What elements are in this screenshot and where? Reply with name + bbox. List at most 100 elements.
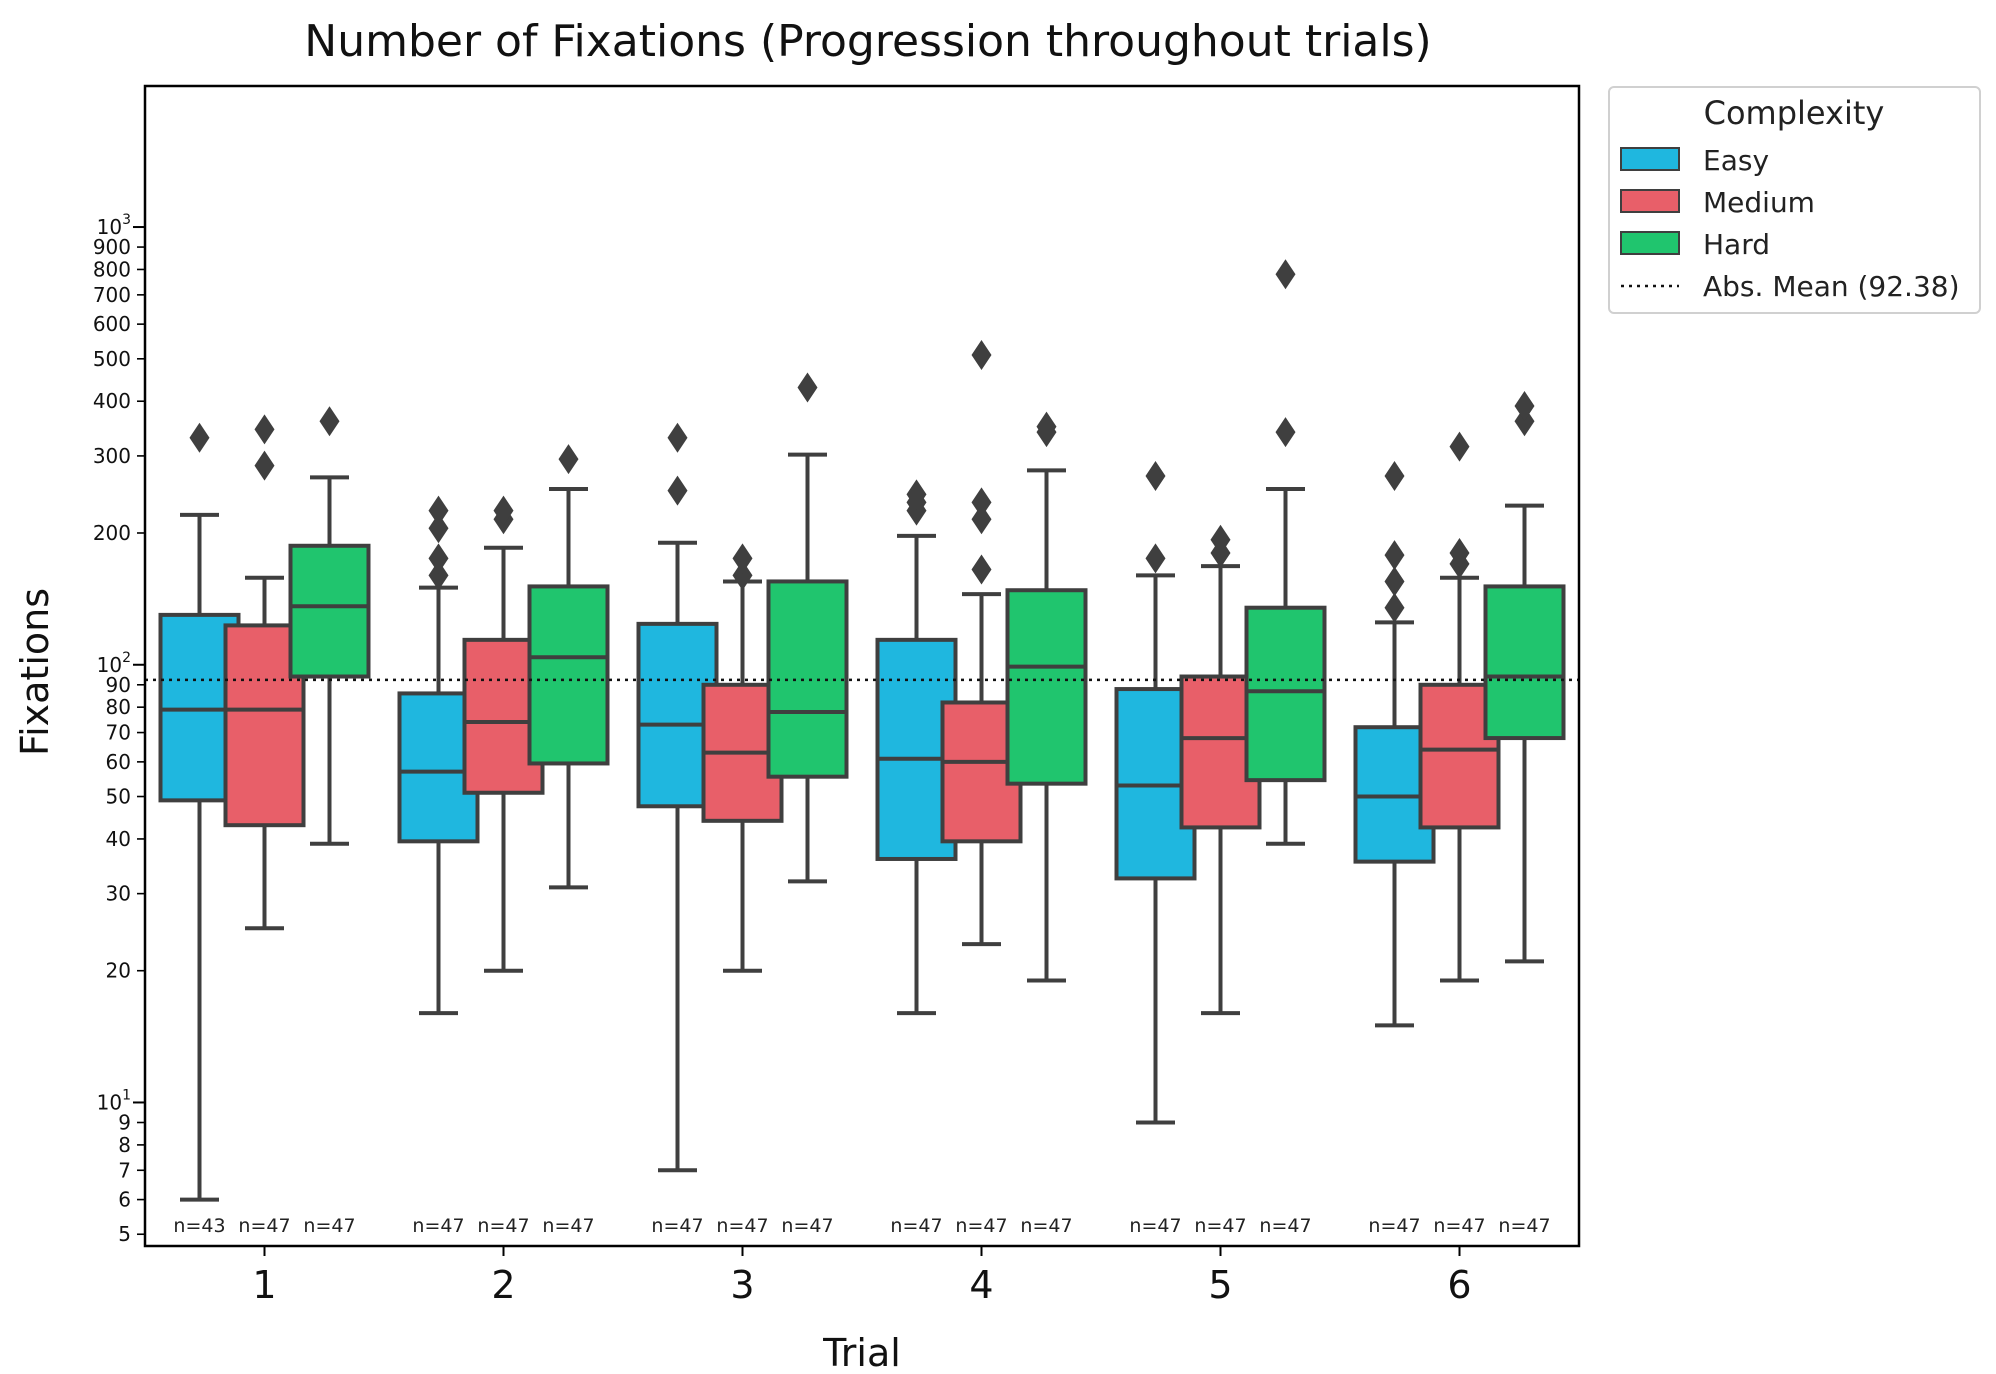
legend-label-medium: Medium <box>1703 186 1815 219</box>
iqr-box <box>1005 588 1088 786</box>
legend-swatch-easy <box>1620 147 1680 171</box>
x-tick-label: 5 <box>1208 1263 1232 1307</box>
y-tick-label: 8 <box>118 1133 131 1157</box>
x-tick-label: 2 <box>491 1263 515 1307</box>
outlier-point <box>254 414 275 445</box>
sample-size-label: n=47 <box>781 1215 833 1237</box>
legend-label-hard: Hard <box>1703 228 1770 261</box>
y-tick-label: 600 <box>93 312 131 336</box>
outlier-point <box>493 495 514 526</box>
y-tick-label: 7 <box>118 1158 131 1182</box>
box-group-medium-trial-5: n=47 <box>1179 524 1262 1237</box>
outlier-point <box>971 554 992 585</box>
outlier-point <box>906 479 927 510</box>
legend-label-mean: Abs. Mean (92.38) <box>1703 270 1960 303</box>
outlier-point <box>1036 411 1057 442</box>
outlier-point <box>1384 592 1405 623</box>
box-group-medium-trial-2: n=47 <box>462 495 545 1237</box>
iqr-box <box>288 543 371 679</box>
sample-size-label: n=47 <box>238 1215 290 1237</box>
outlier-point <box>1514 391 1535 422</box>
y-major-tick-base: 10 <box>97 653 122 677</box>
outlier-point <box>732 560 753 591</box>
y-major-tick-label: 102 <box>97 650 131 677</box>
sample-size-label: n=47 <box>1259 1215 1311 1237</box>
sample-size-label: n=47 <box>303 1215 355 1237</box>
box-group-medium-trial-4: n=47 <box>940 340 1023 1237</box>
outlier-point <box>1384 460 1405 491</box>
sample-size-label: n=47 <box>477 1215 529 1237</box>
y-tick-label: 20 <box>106 959 131 983</box>
y-tick-label: 9 <box>118 1111 131 1135</box>
x-tick-label: 6 <box>1447 1263 1471 1307</box>
outlier-point <box>1449 538 1470 569</box>
outlier-point <box>428 495 449 526</box>
outlier-point <box>254 450 275 481</box>
sample-size-label: n=47 <box>1368 1215 1420 1237</box>
sample-size-label: n=47 <box>1433 1215 1485 1237</box>
outlier-point <box>1145 543 1166 574</box>
sample-size-label: n=43 <box>173 1215 225 1237</box>
outlier-point <box>971 340 992 371</box>
box-group-hard-trial-1: n=47 <box>288 406 371 1237</box>
outlier-point <box>1210 524 1231 555</box>
box-group-medium-trial-1: n=47 <box>223 414 306 1237</box>
outlier-point <box>797 372 818 403</box>
sample-size-label: n=47 <box>1194 1215 1246 1237</box>
x-tick-label: 3 <box>730 1263 754 1307</box>
outlier-point <box>732 543 753 574</box>
iqr-box <box>1483 584 1566 741</box>
y-major-tick-base: 10 <box>97 1090 122 1114</box>
y-tick-label: 60 <box>106 750 131 774</box>
sample-size-label: n=47 <box>542 1215 594 1237</box>
y-tick-label: 5 <box>118 1222 131 1246</box>
sample-size-label: n=47 <box>1020 1215 1072 1237</box>
outlier-point <box>1384 540 1405 571</box>
y-tick-label: 800 <box>93 257 131 281</box>
y-tick-label: 400 <box>93 389 131 413</box>
outlier-point <box>1514 406 1535 437</box>
legend-frame <box>1608 86 1981 314</box>
box-group-hard-trial-5: n=47 <box>1244 259 1327 1237</box>
y-tick-label: 300 <box>93 444 131 468</box>
legend-swatch-medium <box>1620 189 1680 213</box>
outlier-point <box>189 422 210 453</box>
outlier-point <box>319 406 340 437</box>
y-tick-label: 80 <box>106 695 131 719</box>
box-group-hard-trial-2: n=47 <box>527 444 610 1237</box>
box-group-easy-trial-1: n=43 <box>158 422 241 1237</box>
y-tick-label: 200 <box>93 521 131 545</box>
outlier-point <box>971 504 992 535</box>
iqr-box <box>1418 682 1501 830</box>
sample-size-label: n=47 <box>412 1215 464 1237</box>
y-tick-label: 30 <box>106 882 131 906</box>
y-major-tick-label: 101 <box>97 1087 131 1114</box>
outlier-point <box>558 444 579 475</box>
sample-size-label: n=47 <box>955 1215 1007 1237</box>
legend-swatch-hard <box>1620 231 1680 255</box>
x-tick-label: 1 <box>252 1263 276 1307</box>
y-tick-label: 700 <box>93 283 131 307</box>
iqr-box <box>1244 605 1327 783</box>
box-group-hard-trial-6: n=47 <box>1483 391 1566 1237</box>
legend-label-easy: Easy <box>1703 144 1769 177</box>
outlier-point <box>428 513 449 544</box>
iqr-box <box>527 584 610 766</box>
y-tick-label: 900 <box>93 235 131 259</box>
sample-size-label: n=47 <box>716 1215 768 1237</box>
chart-title: Number of Fixations (Progression through… <box>304 16 1431 67</box>
x-axis-label: Trial <box>822 1331 901 1374</box>
x-tick-label: 4 <box>969 1263 993 1307</box>
outlier-point <box>667 475 688 506</box>
y-tick-label: 500 <box>93 347 131 371</box>
y-major-tick-exponent: 1 <box>122 1087 131 1103</box>
box-group-medium-trial-6: n=47 <box>1418 431 1501 1237</box>
box-group-easy-trial-5: n=47 <box>1114 460 1197 1237</box>
y-tick-label: 70 <box>106 721 131 745</box>
y-major-tick-exponent: 3 <box>122 212 131 228</box>
legend-title: Complexity <box>1704 94 1885 132</box>
sample-size-label: n=47 <box>890 1215 942 1237</box>
outlier-point <box>428 560 449 591</box>
box-group-easy-trial-4: n=47 <box>875 479 958 1237</box>
